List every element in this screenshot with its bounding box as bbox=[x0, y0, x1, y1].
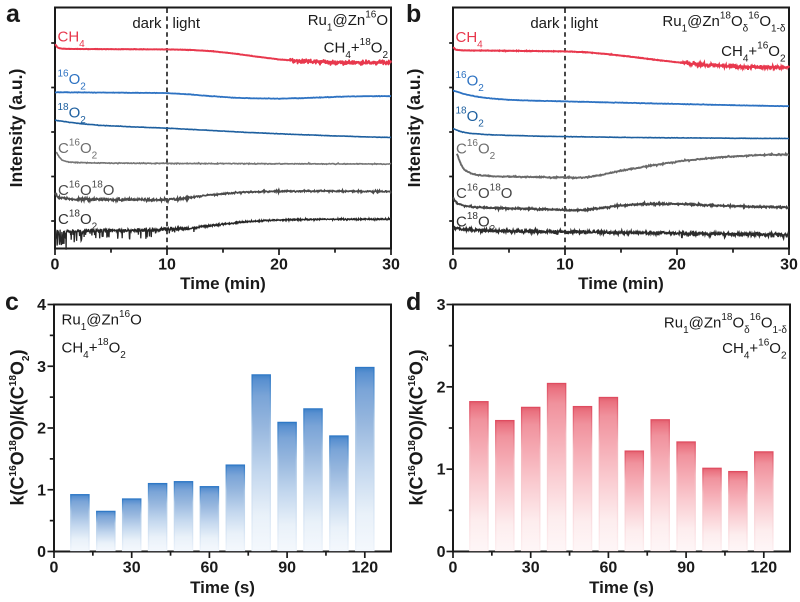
svg-text:a: a bbox=[6, 0, 21, 28]
svg-text:1: 1 bbox=[37, 482, 46, 499]
svg-text:3: 3 bbox=[437, 297, 446, 314]
svg-text:20: 20 bbox=[668, 257, 686, 274]
svg-text:C16​O18​O: C16​O18​O bbox=[58, 180, 114, 200]
svg-text:1: 1 bbox=[437, 462, 446, 479]
svg-text:0: 0 bbox=[449, 560, 458, 577]
svg-text:light: light bbox=[173, 15, 201, 32]
svg-text:20: 20 bbox=[270, 257, 288, 274]
svg-text:Intensity (a.u.): Intensity (a.u.) bbox=[404, 69, 424, 188]
svg-text:30: 30 bbox=[780, 257, 798, 274]
svg-text:c: c bbox=[5, 288, 19, 316]
svg-text:60: 60 bbox=[600, 560, 618, 577]
svg-text:CH4​: CH4​ bbox=[456, 29, 484, 51]
svg-text:d: d bbox=[406, 288, 421, 316]
svg-text:30: 30 bbox=[522, 560, 540, 577]
svg-text:CH4​: CH4​ bbox=[58, 29, 86, 51]
svg-text:120: 120 bbox=[351, 560, 378, 577]
svg-text:30: 30 bbox=[382, 257, 400, 274]
svg-text:0: 0 bbox=[51, 257, 60, 274]
svg-text:0: 0 bbox=[437, 544, 446, 561]
svg-text:C16​O18​O: C16​O18​O bbox=[456, 183, 512, 203]
svg-text:10: 10 bbox=[158, 257, 176, 274]
svg-text:30: 30 bbox=[123, 560, 141, 577]
svg-text:3: 3 bbox=[37, 359, 46, 376]
svg-text:10: 10 bbox=[556, 257, 574, 274]
svg-text:0: 0 bbox=[449, 257, 458, 274]
svg-text:Time (min): Time (min) bbox=[180, 274, 266, 293]
svg-text:2: 2 bbox=[37, 421, 46, 438]
svg-text:0: 0 bbox=[37, 544, 46, 561]
svg-text:light: light bbox=[571, 15, 599, 32]
svg-text:Time (min): Time (min) bbox=[578, 274, 664, 293]
svg-text:90: 90 bbox=[278, 560, 296, 577]
svg-text:2: 2 bbox=[437, 379, 446, 396]
svg-text:4: 4 bbox=[37, 297, 46, 314]
svg-text:90: 90 bbox=[677, 560, 695, 577]
svg-text:dark: dark bbox=[530, 15, 560, 32]
svg-text:60: 60 bbox=[201, 560, 219, 577]
svg-text:b: b bbox=[406, 0, 421, 28]
svg-text:dark: dark bbox=[132, 15, 162, 32]
svg-text:Intensity (a.u.): Intensity (a.u.) bbox=[6, 69, 26, 188]
svg-text:120: 120 bbox=[750, 560, 777, 577]
svg-text:Time (s): Time (s) bbox=[190, 578, 255, 597]
svg-text:Time (s): Time (s) bbox=[589, 578, 654, 597]
svg-text:0: 0 bbox=[50, 560, 59, 577]
